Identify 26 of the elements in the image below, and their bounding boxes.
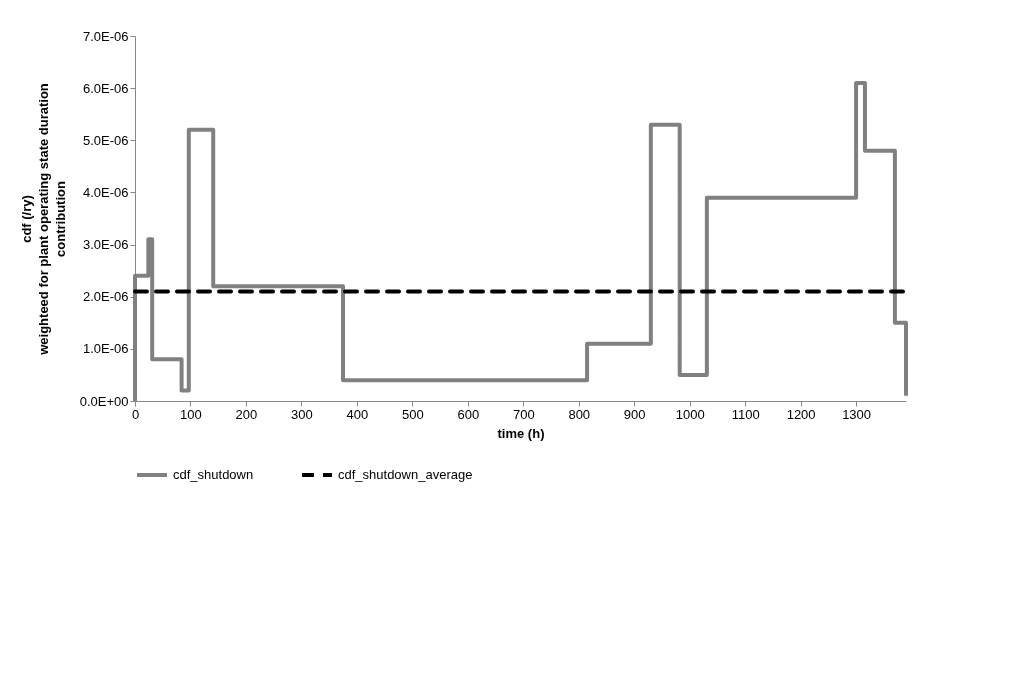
legend-label: cdf_shutdown_average (338, 467, 473, 482)
y-tick-label: 1.0E-06 (82, 341, 129, 357)
x-tick-label: 400 (346, 406, 369, 422)
y-tick-label: 2.0E-06 (82, 289, 129, 305)
y-tick-label: 0.0E+00 (79, 393, 129, 409)
y-axis-title: cdf (/ry) weighteed for plant operating state duration contribution (18, 83, 68, 356)
x-tick-label: 900 (623, 406, 646, 422)
x-tick-label: 1100 (731, 406, 760, 422)
y-tick-label: 5.0E-06 (82, 132, 129, 148)
x-tick-label: 700 (512, 406, 535, 422)
x-tick-label: 1200 (786, 406, 816, 422)
x-tick-label: 800 (568, 406, 591, 422)
x-tick-label: 1000 (675, 406, 705, 422)
legend-label: cdf_shutdown (173, 467, 254, 482)
x-tick-label: 200 (235, 406, 258, 422)
x-tick-label: 500 (401, 406, 424, 422)
x-axis-title: time (h) (497, 425, 545, 441)
x-tick-label: 300 (291, 406, 313, 422)
x-tick-label: 600 (457, 406, 480, 422)
y-tick-label: 3.0E-06 (82, 237, 129, 253)
x-tick-label: 0 (131, 406, 140, 422)
y-tick-label: 4.0E-06 (82, 184, 129, 200)
y-tick-label: 7.0E-06 (82, 28, 129, 44)
x-tick-label: 100 (180, 406, 202, 422)
x-tick-label: 1300 (842, 406, 872, 422)
y-tick-label: 6.0E-06 (82, 80, 129, 96)
